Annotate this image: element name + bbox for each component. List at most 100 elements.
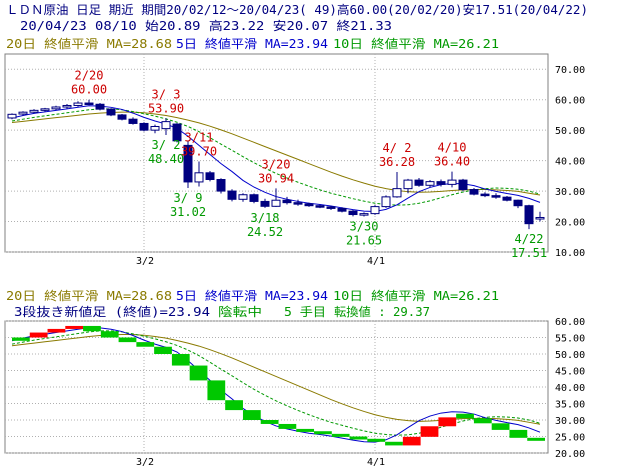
candle-body bbox=[513, 199, 523, 207]
annotation-date: 4/10 bbox=[438, 141, 467, 155]
renko-brick bbox=[385, 441, 403, 446]
annotation-value: 60.00 bbox=[71, 83, 107, 97]
candle-body bbox=[304, 203, 314, 207]
annotation-value: 39.70 bbox=[181, 145, 217, 159]
annotation-value: 17.51 bbox=[511, 246, 547, 260]
candle-body bbox=[392, 188, 402, 198]
renko-brick bbox=[47, 328, 66, 333]
renko-brick bbox=[100, 331, 119, 338]
lower-x-tick-label: 3/2 bbox=[136, 457, 154, 468]
renko-brick bbox=[349, 436, 368, 440]
lower-y-tick-label: 55.00 bbox=[555, 334, 585, 345]
lower-x-axis: 3/2 4/1 bbox=[136, 457, 385, 468]
candle-body bbox=[480, 193, 490, 197]
upper-grid bbox=[5, 54, 548, 253]
candle-body bbox=[414, 179, 424, 186]
candle-body bbox=[315, 205, 325, 208]
lower-ma5-line bbox=[11, 327, 541, 443]
candle-body bbox=[205, 172, 215, 181]
candle-body bbox=[491, 195, 501, 198]
candle-body bbox=[535, 216, 545, 220]
renko-brick bbox=[136, 342, 155, 347]
renko-brick bbox=[171, 354, 190, 366]
renko-bricks bbox=[12, 325, 545, 446]
lower-moving-averages bbox=[11, 327, 541, 443]
renko-brick bbox=[12, 337, 30, 341]
annotation-date: 3/ 9 bbox=[174, 191, 203, 205]
annotation-value: 30.94 bbox=[258, 171, 294, 185]
lower-ma10-line bbox=[11, 330, 541, 436]
candle-body bbox=[238, 194, 248, 200]
renko-brick bbox=[242, 410, 261, 420]
upper-x-tick-label: 4/1 bbox=[367, 256, 385, 267]
lower-y-tick-label: 25.00 bbox=[555, 433, 585, 444]
candle-body bbox=[524, 205, 534, 225]
candle-body bbox=[29, 109, 39, 113]
candle-body bbox=[502, 196, 512, 201]
legend-ma10: 10日 終値平滑 MA=26.21 bbox=[333, 36, 499, 51]
annotation-date: 3/30 bbox=[350, 220, 379, 234]
candle-body bbox=[18, 111, 28, 115]
renko-brick bbox=[527, 437, 545, 441]
renko-brick bbox=[456, 413, 474, 419]
renko-brick bbox=[29, 332, 48, 338]
lower-ma20-line bbox=[11, 334, 541, 425]
candle-body bbox=[370, 206, 380, 215]
candle-body bbox=[7, 113, 17, 119]
candle-body bbox=[183, 144, 193, 183]
renko-brick bbox=[189, 365, 208, 381]
lower-grid bbox=[5, 320, 548, 454]
upper-y-tick-label: 20.00 bbox=[555, 218, 585, 229]
annotation-value: 21.65 bbox=[346, 234, 382, 248]
renko-brick bbox=[278, 423, 297, 429]
renko-brick bbox=[65, 325, 84, 329]
lower-x-tick-label: 4/1 bbox=[367, 457, 385, 468]
lower-y-tick-label: 45.00 bbox=[555, 367, 585, 378]
ma10-line bbox=[11, 108, 541, 206]
upper-y-tick-label: 30.00 bbox=[555, 187, 585, 198]
candle-body bbox=[194, 172, 204, 183]
renko-switch: 転換値 : 29.37 bbox=[334, 304, 430, 319]
renko-brick bbox=[207, 380, 226, 401]
lower-legend-ma10: 10日 終値平滑 MA=26.21 bbox=[333, 288, 499, 303]
candle-body bbox=[51, 106, 61, 110]
candle-body bbox=[40, 108, 50, 111]
candle-body bbox=[117, 114, 127, 120]
annotation-date: 2/20 bbox=[75, 69, 104, 83]
annotation-value: 48.40 bbox=[148, 152, 184, 166]
lower-y-tick-label: 35.00 bbox=[555, 400, 585, 411]
candle-body bbox=[150, 125, 160, 131]
candle-body bbox=[139, 122, 149, 131]
renko-brick bbox=[473, 418, 492, 424]
candle-body bbox=[425, 181, 435, 186]
candle-body bbox=[359, 213, 369, 216]
renko-brick bbox=[438, 417, 457, 427]
candle-body bbox=[260, 200, 270, 207]
ma20-line bbox=[11, 111, 541, 196]
renko-state: 陰転中 bbox=[218, 304, 262, 319]
renko-count: 5 手目 bbox=[284, 305, 326, 319]
legend-ma5: 5日 終値平滑 MA=23.94 bbox=[176, 36, 328, 51]
candle-body bbox=[458, 179, 468, 191]
upper-candles bbox=[7, 99, 545, 230]
renko-brick bbox=[420, 426, 439, 437]
renko-brick bbox=[154, 346, 172, 354]
annotation-value: 36.28 bbox=[379, 155, 415, 169]
candle-body bbox=[95, 103, 105, 110]
candle-body bbox=[436, 181, 446, 185]
legend-ma20: 20日 終値平滑 MA=28.68 bbox=[6, 36, 172, 51]
candle-body bbox=[469, 189, 479, 195]
annotation-value: 36.40 bbox=[434, 155, 470, 169]
candle-body bbox=[348, 210, 358, 216]
renko-brick bbox=[367, 438, 386, 442]
candle-body bbox=[128, 118, 138, 124]
candle-body bbox=[447, 179, 457, 185]
annotation-date: 3/18 bbox=[251, 211, 280, 225]
lower-y-tick-label: 60.00 bbox=[555, 317, 585, 328]
candle-body bbox=[161, 121, 171, 130]
upper-y-tick-label: 70.00 bbox=[555, 65, 585, 76]
header-line-1: ＬＤＮ原油 日足 期近 期間20/02/12～20/04/23( 49)高60.… bbox=[6, 2, 588, 17]
renko-brick bbox=[83, 325, 101, 332]
renko-brick bbox=[509, 429, 528, 438]
